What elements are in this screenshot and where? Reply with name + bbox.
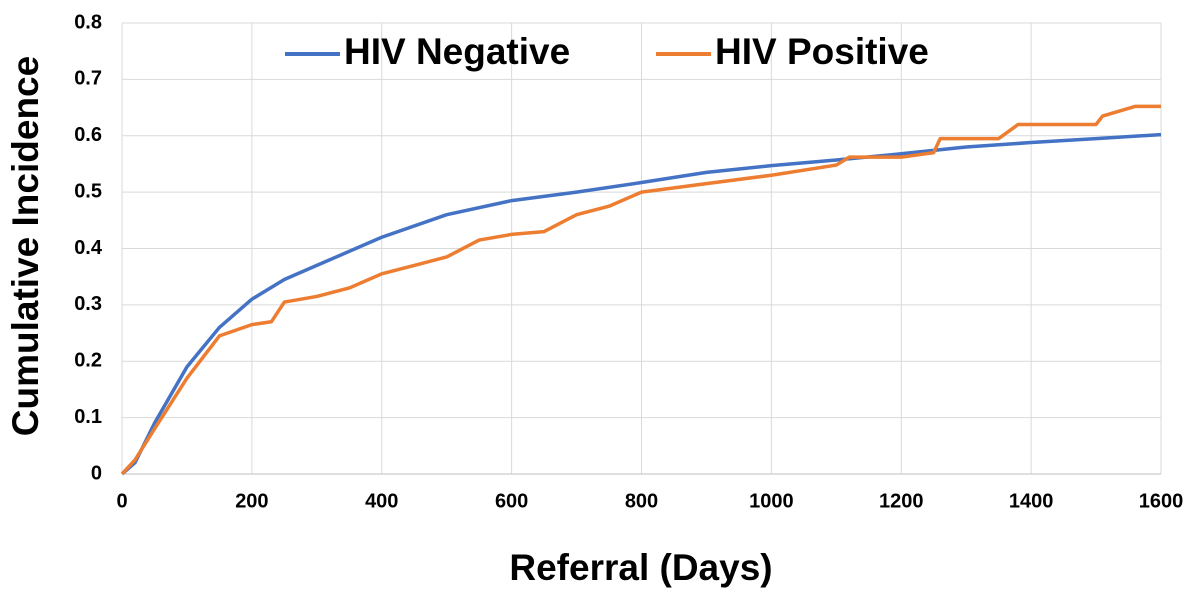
- y-tick-label: 0.3: [74, 293, 102, 315]
- legend-label: HIV Negative: [344, 31, 570, 72]
- x-tick-label: 400: [365, 490, 398, 512]
- y-tick-label: 0.4: [74, 237, 103, 259]
- x-axis-title: Referral (Days): [509, 547, 772, 588]
- x-tick-label: 1000: [749, 490, 794, 512]
- x-tick-label: 1600: [1139, 490, 1184, 512]
- y-tick-label: 0.1: [74, 406, 102, 428]
- x-tick-label: 0: [116, 490, 127, 512]
- x-tick-label: 200: [235, 490, 268, 512]
- y-tick-label: 0.6: [74, 124, 102, 146]
- y-tick-label: 0.2: [74, 350, 102, 372]
- y-tick-label: 0: [91, 462, 102, 484]
- y-tick-label: 0.7: [74, 68, 102, 90]
- x-tick-label: 1200: [879, 490, 924, 512]
- line: [120, 132, 1162, 476]
- y-tick-label: 0.5: [74, 180, 102, 202]
- x-tick-label: 1400: [1009, 490, 1054, 512]
- legend-label: HIV Positive: [715, 31, 929, 72]
- line: [120, 104, 1161, 476]
- y-tick-label: 0.8: [74, 11, 102, 33]
- x-tick-label: 800: [625, 490, 658, 512]
- y-axis-title: Cumulative Incidence: [5, 56, 46, 436]
- x-tick-label: 600: [495, 490, 528, 512]
